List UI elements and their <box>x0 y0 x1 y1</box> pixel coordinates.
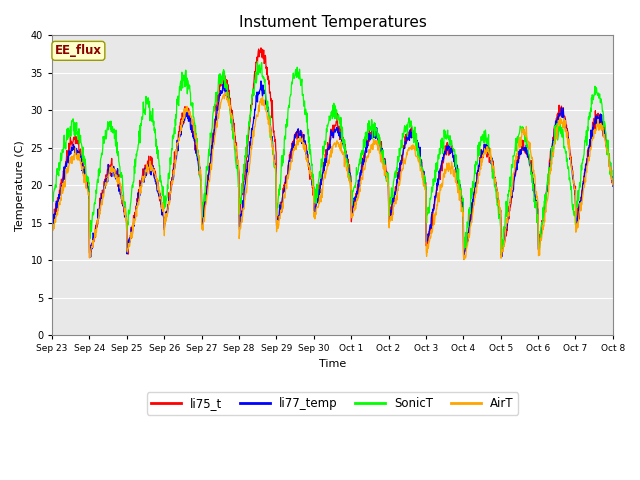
SonicT <box>253 59 261 65</box>
li77_temp <box>420 168 428 174</box>
li75_t <box>86 254 93 260</box>
AirT <box>493 194 501 200</box>
Title: Instument Temperatures: Instument Temperatures <box>239 15 426 30</box>
Line: AirT: AirT <box>52 92 613 260</box>
li75_t <box>173 145 181 151</box>
Legend: li75_t, li77_temp, SonicT, AirT: li75_t, li77_temp, SonicT, AirT <box>147 392 518 415</box>
SonicT <box>543 184 551 190</box>
SonicT <box>173 96 180 102</box>
li75_t <box>160 214 168 219</box>
li77_temp <box>543 187 551 192</box>
AirT <box>460 257 468 263</box>
SonicT <box>159 184 167 190</box>
li75_t <box>493 193 501 199</box>
li75_t <box>48 215 56 221</box>
li77_temp <box>460 257 467 263</box>
AirT <box>236 225 244 231</box>
li75_t <box>543 189 551 194</box>
li77_temp <box>48 221 56 227</box>
Line: li75_t: li75_t <box>52 48 613 257</box>
li75_t <box>420 178 428 183</box>
AirT <box>223 89 230 95</box>
li77_temp <box>236 227 243 232</box>
li75_t <box>257 45 265 51</box>
SonicT <box>493 203 501 208</box>
Y-axis label: Temperature (C): Temperature (C) <box>15 140 25 231</box>
li77_temp <box>159 213 167 218</box>
AirT <box>609 182 617 188</box>
X-axis label: Time: Time <box>319 359 346 369</box>
SonicT <box>236 201 243 206</box>
SonicT <box>420 173 428 179</box>
li77_temp <box>493 190 501 196</box>
Line: SonicT: SonicT <box>52 62 613 254</box>
SonicT <box>609 177 617 182</box>
AirT <box>420 181 428 187</box>
AirT <box>48 227 56 232</box>
Text: EE_flux: EE_flux <box>55 44 102 57</box>
AirT <box>159 208 167 214</box>
li75_t <box>609 178 617 184</box>
SonicT <box>497 252 505 257</box>
li75_t <box>236 213 244 218</box>
AirT <box>173 147 180 153</box>
li77_temp <box>173 150 180 156</box>
li77_temp <box>257 78 265 84</box>
SonicT <box>48 186 56 192</box>
li77_temp <box>609 183 617 189</box>
AirT <box>543 198 551 204</box>
Line: li77_temp: li77_temp <box>52 81 613 260</box>
